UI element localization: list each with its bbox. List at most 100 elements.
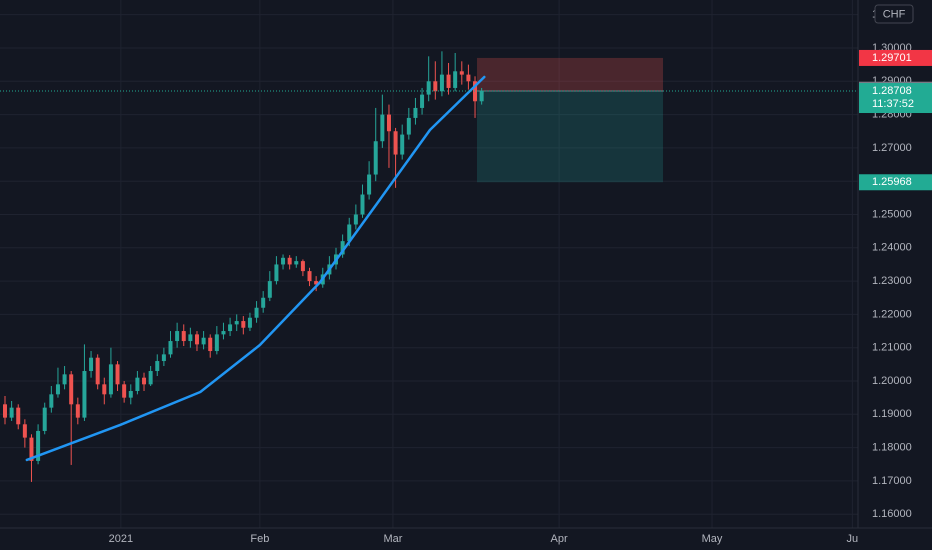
candle-body (433, 81, 438, 92)
candle-body (413, 107, 418, 118)
candle-body (188, 334, 193, 342)
y-tick-label: 1.20000 (872, 375, 912, 387)
candle-body (347, 224, 352, 242)
candle-body (254, 307, 259, 318)
candle-body (82, 371, 87, 418)
price-label: 1.25968 (872, 176, 912, 188)
candle-body (439, 74, 444, 92)
y-tick-label: 1.17000 (872, 475, 912, 487)
candle-body (214, 334, 219, 352)
candle-body (373, 141, 378, 175)
stop-zone (477, 57, 664, 92)
candle-body (36, 430, 41, 461)
candle-body (406, 117, 411, 135)
candle-body (247, 317, 252, 328)
price-label-box (859, 174, 932, 191)
candle-body (148, 371, 153, 385)
candle-body (420, 94, 425, 108)
candle-body (95, 357, 100, 385)
candle-body (228, 324, 233, 332)
y-tick-label: 1.18000 (872, 442, 912, 454)
y-tick-label: 1.21000 (872, 342, 912, 354)
y-tick-label: 1.27000 (872, 142, 912, 154)
candle-body (393, 131, 398, 155)
candle-body (241, 321, 246, 328)
candle-body (29, 437, 34, 461)
x-tick-label: Ju (847, 533, 859, 545)
target-zone (477, 91, 664, 183)
countdown: 11:37:52 (872, 98, 914, 110)
x-tick-label: Apr (551, 533, 568, 545)
candle-body (380, 114, 385, 142)
candle-body (386, 114, 391, 132)
candle-body (115, 364, 120, 385)
position-tool (477, 57, 664, 183)
currency-box (874, 4, 914, 24)
candle-body (208, 337, 213, 352)
candle-body (479, 90, 484, 102)
candles (0, 51, 858, 482)
candle-body (221, 331, 226, 335)
price-label: 1.29701 (872, 52, 912, 64)
candle-body (201, 337, 206, 345)
candle-body (102, 384, 107, 395)
candle-body (446, 74, 451, 88)
candle-body (89, 357, 94, 372)
candle-body (122, 384, 127, 398)
axes: 1.16000 1.17000 1.18000 1.19000 1.20000 1.210… (109, 9, 932, 545)
currency: CHF (883, 8, 906, 20)
candle-body (168, 341, 173, 355)
candle-body (55, 384, 60, 395)
y-tick-label: 1.22000 (872, 308, 912, 320)
candle-body (353, 214, 358, 225)
candle-body (261, 297, 266, 308)
candle-body (400, 134, 405, 155)
candle-body (466, 74, 471, 82)
candle-body (194, 334, 199, 345)
candle-body (267, 281, 272, 298)
candle-body (367, 174, 372, 195)
y-tick-label: 1.24000 (872, 242, 912, 254)
y-tick-label: 1.19000 (872, 408, 912, 420)
candle-body (16, 407, 21, 425)
candle-body (142, 377, 147, 385)
candle-body (22, 424, 27, 438)
candle-body (69, 374, 74, 405)
trend-curve (25, 75, 486, 462)
y-tick-label: 1.23000 (872, 275, 912, 287)
candle-body (294, 261, 299, 265)
candle-body (453, 71, 458, 88)
candle-body (281, 257, 286, 265)
candle-body (360, 194, 365, 215)
candle-body (175, 331, 180, 342)
candle-body (314, 281, 319, 285)
candle-body (274, 264, 279, 282)
y-tick-label: 1.25000 (872, 208, 912, 220)
candle-body (128, 390, 133, 398)
candle-body (234, 321, 239, 325)
candle-body (75, 404, 80, 418)
candle-body (2, 404, 7, 418)
y-tick-label: 1.16000 (872, 508, 912, 520)
candle-body (135, 377, 140, 391)
x-tick-label: May (702, 533, 723, 545)
candle-body (426, 81, 431, 95)
candle-body (181, 331, 186, 342)
candle-body (42, 407, 47, 431)
candle-body (161, 354, 166, 362)
price-label-box (859, 83, 932, 114)
x-tick-label: Feb (250, 533, 269, 545)
candle-body (307, 271, 312, 282)
candle-body (459, 71, 464, 75)
candle-body (62, 374, 67, 385)
candle-body (473, 81, 478, 102)
candle-body (9, 407, 14, 418)
candle-body (49, 394, 54, 408)
price-label-box (859, 49, 932, 66)
candle-body (108, 364, 113, 395)
price-label: 1.28708 (872, 85, 912, 97)
candle-body (300, 261, 305, 272)
candle-body (155, 361, 160, 372)
